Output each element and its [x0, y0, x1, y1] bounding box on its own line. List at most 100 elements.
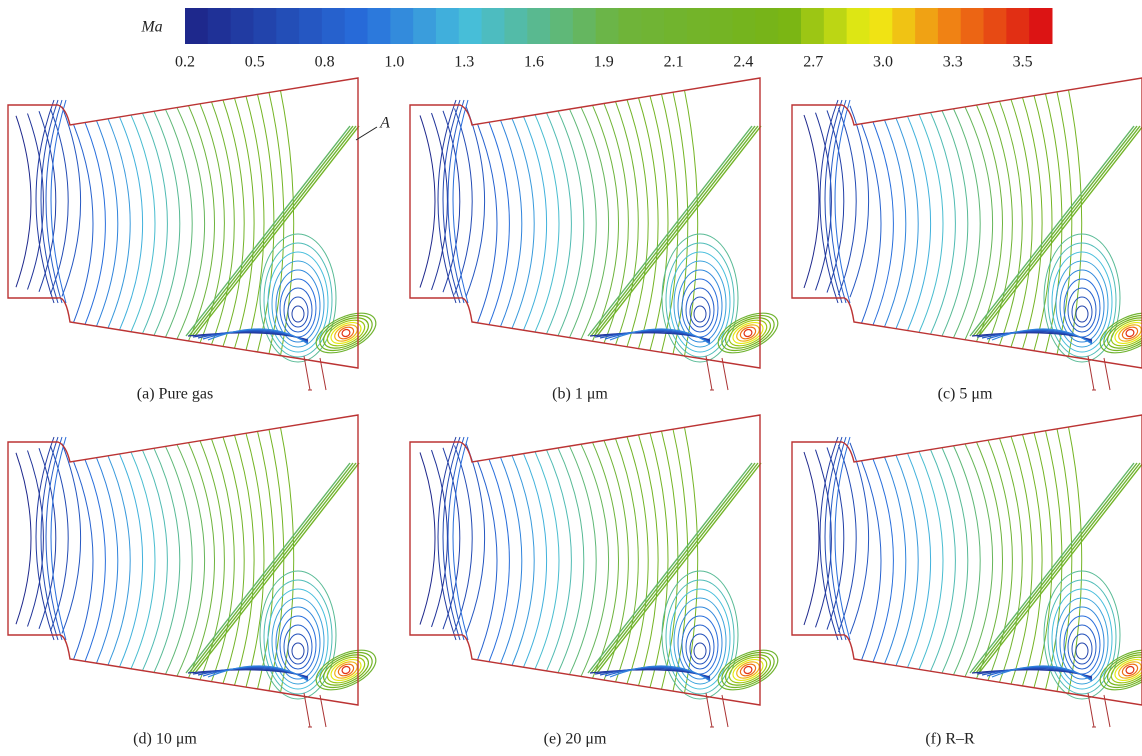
- contour: [987, 102, 1013, 344]
- contour: [437, 99, 457, 304]
- colorbar-segment: [732, 8, 756, 44]
- shock: [596, 462, 762, 674]
- contour: [1045, 430, 1063, 690]
- contour: [918, 114, 944, 333]
- contour: [930, 449, 956, 672]
- contour: [45, 436, 63, 641]
- contour: [999, 101, 1023, 346]
- shock: [975, 125, 1141, 337]
- contour: [1022, 434, 1043, 687]
- contour: [234, 98, 255, 349]
- contour: [188, 105, 215, 342]
- contour: [222, 99, 245, 347]
- contour: [732, 658, 764, 682]
- contour: [739, 663, 757, 677]
- colorbar-segment: [801, 8, 825, 44]
- contour: [1047, 579, 1117, 695]
- contour: [454, 445, 473, 632]
- contour: [15, 115, 32, 288]
- contour: [1103, 651, 1142, 689]
- contour: [1075, 305, 1089, 323]
- contour: [1010, 99, 1033, 348]
- colorbar-tick-label: 0.5: [245, 54, 265, 71]
- contour: [1114, 321, 1142, 345]
- shock: [587, 125, 753, 337]
- contour: [257, 94, 275, 353]
- contour: [27, 450, 44, 627]
- contour: [222, 436, 245, 684]
- panel-caption: (a) Pure gas: [137, 386, 213, 403]
- shock: [188, 125, 354, 337]
- contour: [326, 656, 366, 684]
- contour: [283, 287, 313, 333]
- contour: [447, 99, 465, 304]
- contour: [569, 445, 597, 675]
- colorbar-segment: [1006, 8, 1030, 44]
- shock: [188, 462, 354, 674]
- contour: [1033, 95, 1053, 351]
- shock: [185, 125, 351, 337]
- shock: [590, 462, 756, 674]
- contour: [824, 99, 843, 304]
- contour: [580, 443, 610, 677]
- contour: [315, 312, 377, 354]
- contour: [176, 107, 206, 340]
- shock: [978, 463, 1142, 674]
- contour: [569, 108, 597, 338]
- contour: [907, 453, 932, 668]
- contour: [523, 116, 548, 331]
- contour: [1110, 656, 1142, 684]
- contour: [130, 114, 156, 332]
- nozzle-wall: [7, 77, 359, 369]
- contour: [941, 110, 969, 337]
- contour: [638, 97, 659, 349]
- contour: [557, 110, 585, 336]
- contour: [677, 269, 723, 343]
- contour: [452, 99, 469, 304]
- jet-lines: [1087, 692, 1111, 728]
- contour: [717, 649, 779, 691]
- shock: [587, 462, 753, 674]
- contour: [107, 455, 131, 666]
- contour: [40, 436, 59, 641]
- contour: [73, 124, 94, 323]
- contour: [27, 113, 44, 290]
- contour: [1059, 606, 1105, 680]
- contour: [165, 109, 193, 338]
- colorbar-tick-label: 3.5: [1013, 54, 1033, 71]
- contour: [819, 436, 839, 641]
- contour: [609, 665, 711, 682]
- contour: [1107, 317, 1142, 349]
- contour: [689, 633, 711, 665]
- contour-plot: [7, 414, 377, 728]
- contour: [661, 233, 739, 363]
- colorbar-segment: [550, 8, 574, 44]
- contour: [267, 588, 329, 690]
- colorbar-segment: [299, 8, 323, 44]
- contour-plot: [409, 414, 779, 728]
- contour: [546, 112, 572, 335]
- annotation: A: [379, 115, 390, 132]
- colorbar-segment: [595, 8, 619, 44]
- contour: [861, 460, 882, 661]
- contour: [673, 597, 727, 685]
- nozzle-wall: [7, 414, 359, 706]
- colorbar-segment: [572, 8, 597, 44]
- contour: [884, 456, 907, 665]
- contour: [511, 118, 535, 329]
- contour: [991, 328, 1093, 345]
- colorbar-tick-label: 2.4: [733, 54, 753, 71]
- contour: [638, 434, 659, 686]
- contour: [661, 93, 679, 353]
- contour: [1067, 287, 1097, 333]
- contour: [523, 453, 548, 668]
- contour: [1071, 296, 1093, 328]
- contour: [84, 122, 106, 325]
- contour: [341, 665, 351, 675]
- contour: [649, 95, 669, 351]
- contour: [803, 114, 820, 289]
- colorbar-label: Ma: [140, 19, 162, 36]
- colorbar-segment: [276, 8, 300, 44]
- colorbar-tick-label: 0.2: [175, 54, 195, 71]
